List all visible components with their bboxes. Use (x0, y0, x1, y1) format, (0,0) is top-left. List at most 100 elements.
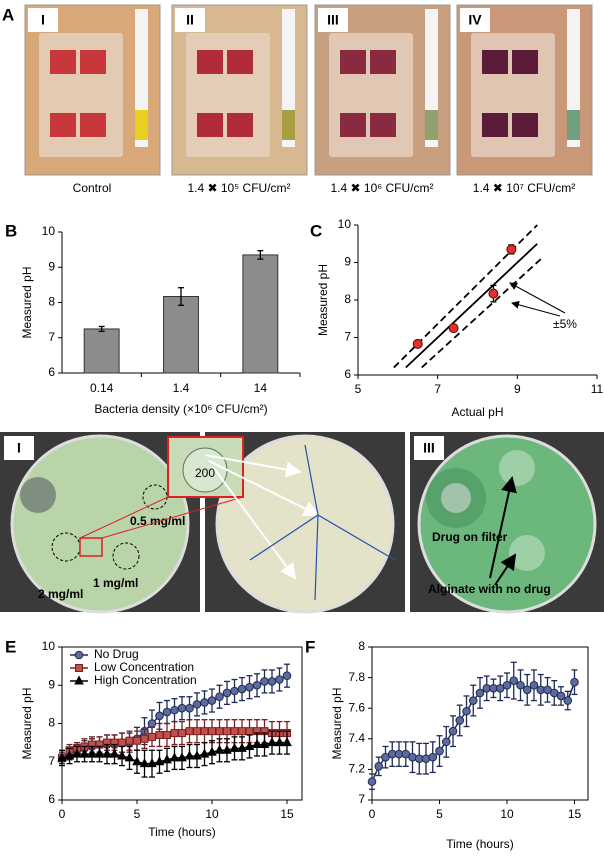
marker (193, 727, 201, 736)
marker (154, 756, 165, 766)
marker (118, 738, 126, 747)
marker (192, 750, 202, 760)
sensor-square (80, 113, 106, 137)
strip-pad (567, 110, 580, 140)
marker (222, 688, 232, 698)
photo: III 1.4 ✖ 10⁶ CFU/cm² (314, 4, 451, 195)
marker (109, 748, 120, 758)
sensor-square (482, 50, 508, 74)
marker (184, 750, 195, 760)
numeral-box (4, 436, 34, 460)
marker (87, 748, 97, 758)
error-bar (98, 325, 105, 333)
sensor-square (227, 50, 253, 74)
marker (259, 738, 270, 749)
marker (223, 727, 231, 736)
inset-label: 200 (195, 466, 215, 480)
y-axis-label: Measured pH (316, 264, 330, 336)
point (506, 244, 517, 255)
panel-label: F (305, 637, 315, 656)
marker (170, 729, 179, 738)
marker (192, 700, 202, 709)
numeral-box (414, 436, 444, 460)
numeral-box (318, 8, 348, 32)
y-axis-label: Measured pH (330, 687, 344, 759)
marker (244, 740, 255, 750)
marker (509, 676, 519, 685)
sensor-square (512, 50, 538, 74)
y-tick-label: 10 (338, 217, 352, 231)
y-tick-label: 6 (48, 365, 55, 379)
legend-label: No Drug (94, 647, 139, 661)
photo-caption: 1.4 ✖ 10⁷ CFU/cm² (473, 181, 575, 195)
plot-frame (371, 646, 589, 801)
marker (185, 727, 194, 736)
annotation-arrow (509, 282, 566, 314)
bar (163, 296, 199, 374)
marker (475, 688, 485, 698)
marker (147, 758, 157, 768)
marker (148, 732, 156, 741)
y-axis-label: Measured pH (20, 266, 34, 338)
y-tick-label: 6 (344, 367, 351, 381)
filter-disc (20, 477, 56, 513)
marker (208, 727, 216, 736)
pointer-arrow (208, 460, 320, 516)
error-bar (178, 287, 184, 306)
y-tick-label: 7 (358, 792, 365, 806)
panel-label: A (2, 5, 14, 24)
numeral-box (175, 8, 205, 32)
legend-marker (74, 650, 84, 660)
marker (374, 762, 384, 771)
marker (267, 737, 277, 747)
strip-pad (425, 110, 438, 140)
marker (169, 752, 180, 762)
photo-numeral: III (327, 12, 339, 28)
x-tick-label: 7 (434, 382, 441, 396)
marker (162, 707, 172, 717)
marker (563, 696, 573, 705)
filter-disc (441, 483, 471, 513)
marker (133, 736, 141, 745)
y-tick-label: 6 (48, 792, 55, 806)
pointer-arrow (494, 553, 517, 586)
sensor-square (50, 50, 76, 74)
photo-numeral: I (17, 440, 21, 456)
y-tick-label: 7.8 (348, 670, 365, 684)
marker (222, 744, 232, 754)
petri-dish (417, 434, 597, 614)
marker (468, 696, 478, 705)
marker (215, 692, 224, 702)
marker (448, 726, 458, 736)
numeral-box (460, 8, 490, 32)
marker (117, 750, 127, 760)
sensor-square (50, 113, 76, 137)
strip-pad (135, 110, 148, 140)
panel-label: C (310, 221, 322, 240)
y-tick-label: 8 (48, 716, 55, 730)
x-tick-label: 10 (500, 807, 514, 821)
reference-line (405, 243, 538, 369)
y-tick-label: 8 (358, 639, 365, 653)
marker (200, 698, 209, 707)
x-tick-label: 5 (436, 807, 443, 821)
sensor-square (370, 113, 396, 137)
photo-caption: Control (73, 181, 112, 195)
marker (132, 756, 142, 766)
pointer-arrow (204, 454, 302, 478)
marker (275, 675, 284, 684)
sensor-square (197, 50, 223, 74)
sensor-square (340, 50, 366, 74)
marker (207, 696, 217, 705)
marker (529, 680, 539, 690)
sensor-square (227, 113, 253, 137)
marker (57, 752, 67, 762)
numeral-box (28, 8, 58, 32)
strip-pad (282, 110, 295, 140)
photo-numeral: II (186, 12, 194, 28)
marker (200, 727, 209, 736)
marker (230, 686, 239, 696)
marker-line (317, 514, 396, 561)
marker (230, 727, 239, 736)
alginate-spot (509, 535, 545, 571)
